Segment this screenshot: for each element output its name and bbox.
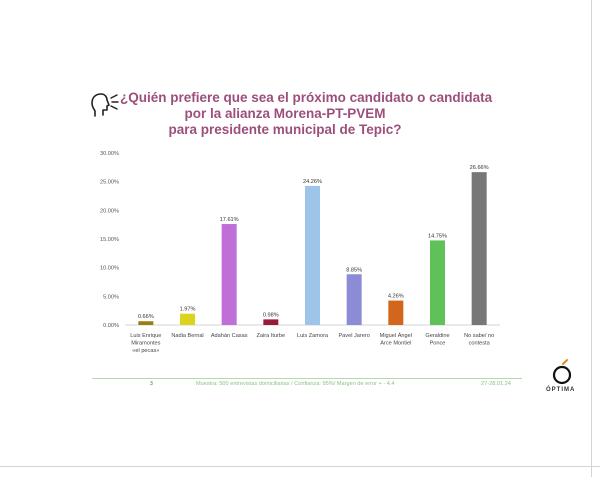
data-label: 17.61% bbox=[220, 217, 239, 223]
bar bbox=[305, 185, 320, 325]
optima-logo-icon bbox=[552, 359, 572, 385]
bar bbox=[388, 300, 404, 325]
page-edge-bottom bbox=[0, 466, 600, 467]
title-line-2: por la alianza Morena-PT-PVEM bbox=[184, 106, 386, 121]
data-label: 0.66% bbox=[138, 314, 154, 320]
category-label: Adahán Casas bbox=[211, 333, 248, 339]
category-label: Nadia Bernal bbox=[171, 333, 203, 339]
bar bbox=[471, 172, 487, 325]
data-label: 8.85% bbox=[346, 267, 362, 273]
survey-date: 27-28.01.24 bbox=[481, 381, 511, 387]
data-label: 24.26% bbox=[303, 179, 322, 185]
title-line-1: ¿Quién prefiere que sea el próximo candi… bbox=[120, 90, 493, 105]
category-label: Arce Montiel bbox=[380, 341, 411, 347]
footer-divider bbox=[92, 378, 522, 379]
title-line-3: para presidente municipal de Tepic? bbox=[168, 122, 402, 137]
data-label: 0.98% bbox=[263, 312, 279, 318]
logo-text: ÓPTIMA bbox=[546, 387, 576, 393]
data-label: 4.26% bbox=[388, 294, 404, 300]
y-tick-label: 25.00% bbox=[100, 180, 119, 186]
category-label: contesta bbox=[469, 341, 491, 347]
category-label: Miramontes bbox=[131, 341, 160, 347]
page-number: 3 bbox=[150, 381, 153, 387]
y-tick-label: 30.00% bbox=[100, 151, 119, 157]
speaking-head-icon bbox=[91, 93, 119, 117]
data-label: 26.66% bbox=[470, 165, 489, 171]
category-label: Zaira Iturbe bbox=[257, 333, 286, 339]
y-tick-label: 15.00% bbox=[100, 237, 119, 243]
category-label: Geraldine bbox=[425, 333, 449, 339]
bar bbox=[221, 224, 237, 325]
data-label: 1.97% bbox=[180, 307, 196, 313]
category-label: Pavel Jarero bbox=[338, 333, 369, 339]
category-label: No sabe/ no bbox=[464, 333, 494, 339]
page-edge-right bbox=[591, 0, 592, 477]
category-label: Miguel Ángel bbox=[380, 332, 412, 339]
bar bbox=[430, 240, 445, 325]
bar bbox=[263, 319, 279, 325]
data-label: 14.75% bbox=[428, 233, 447, 239]
bar bbox=[180, 313, 195, 325]
y-tick-label: 10.00% bbox=[100, 266, 119, 272]
bar bbox=[346, 274, 362, 325]
category-label: Ponce bbox=[430, 341, 446, 347]
y-tick-label: 0.00% bbox=[103, 323, 119, 329]
bar bbox=[138, 321, 154, 325]
category-label: Luis Zamora bbox=[297, 333, 329, 339]
y-tick-label: 20.00% bbox=[100, 208, 119, 214]
sample-note: Muestra: 500 entrevistas domiciliarias /… bbox=[196, 381, 395, 387]
category-label: «el pecas» bbox=[132, 348, 159, 354]
chart-title: ¿Quién prefiere que sea el próximo candi… bbox=[120, 90, 493, 138]
y-tick-label: 5.00% bbox=[103, 294, 119, 300]
category-label: Luis Enrique bbox=[130, 333, 161, 339]
